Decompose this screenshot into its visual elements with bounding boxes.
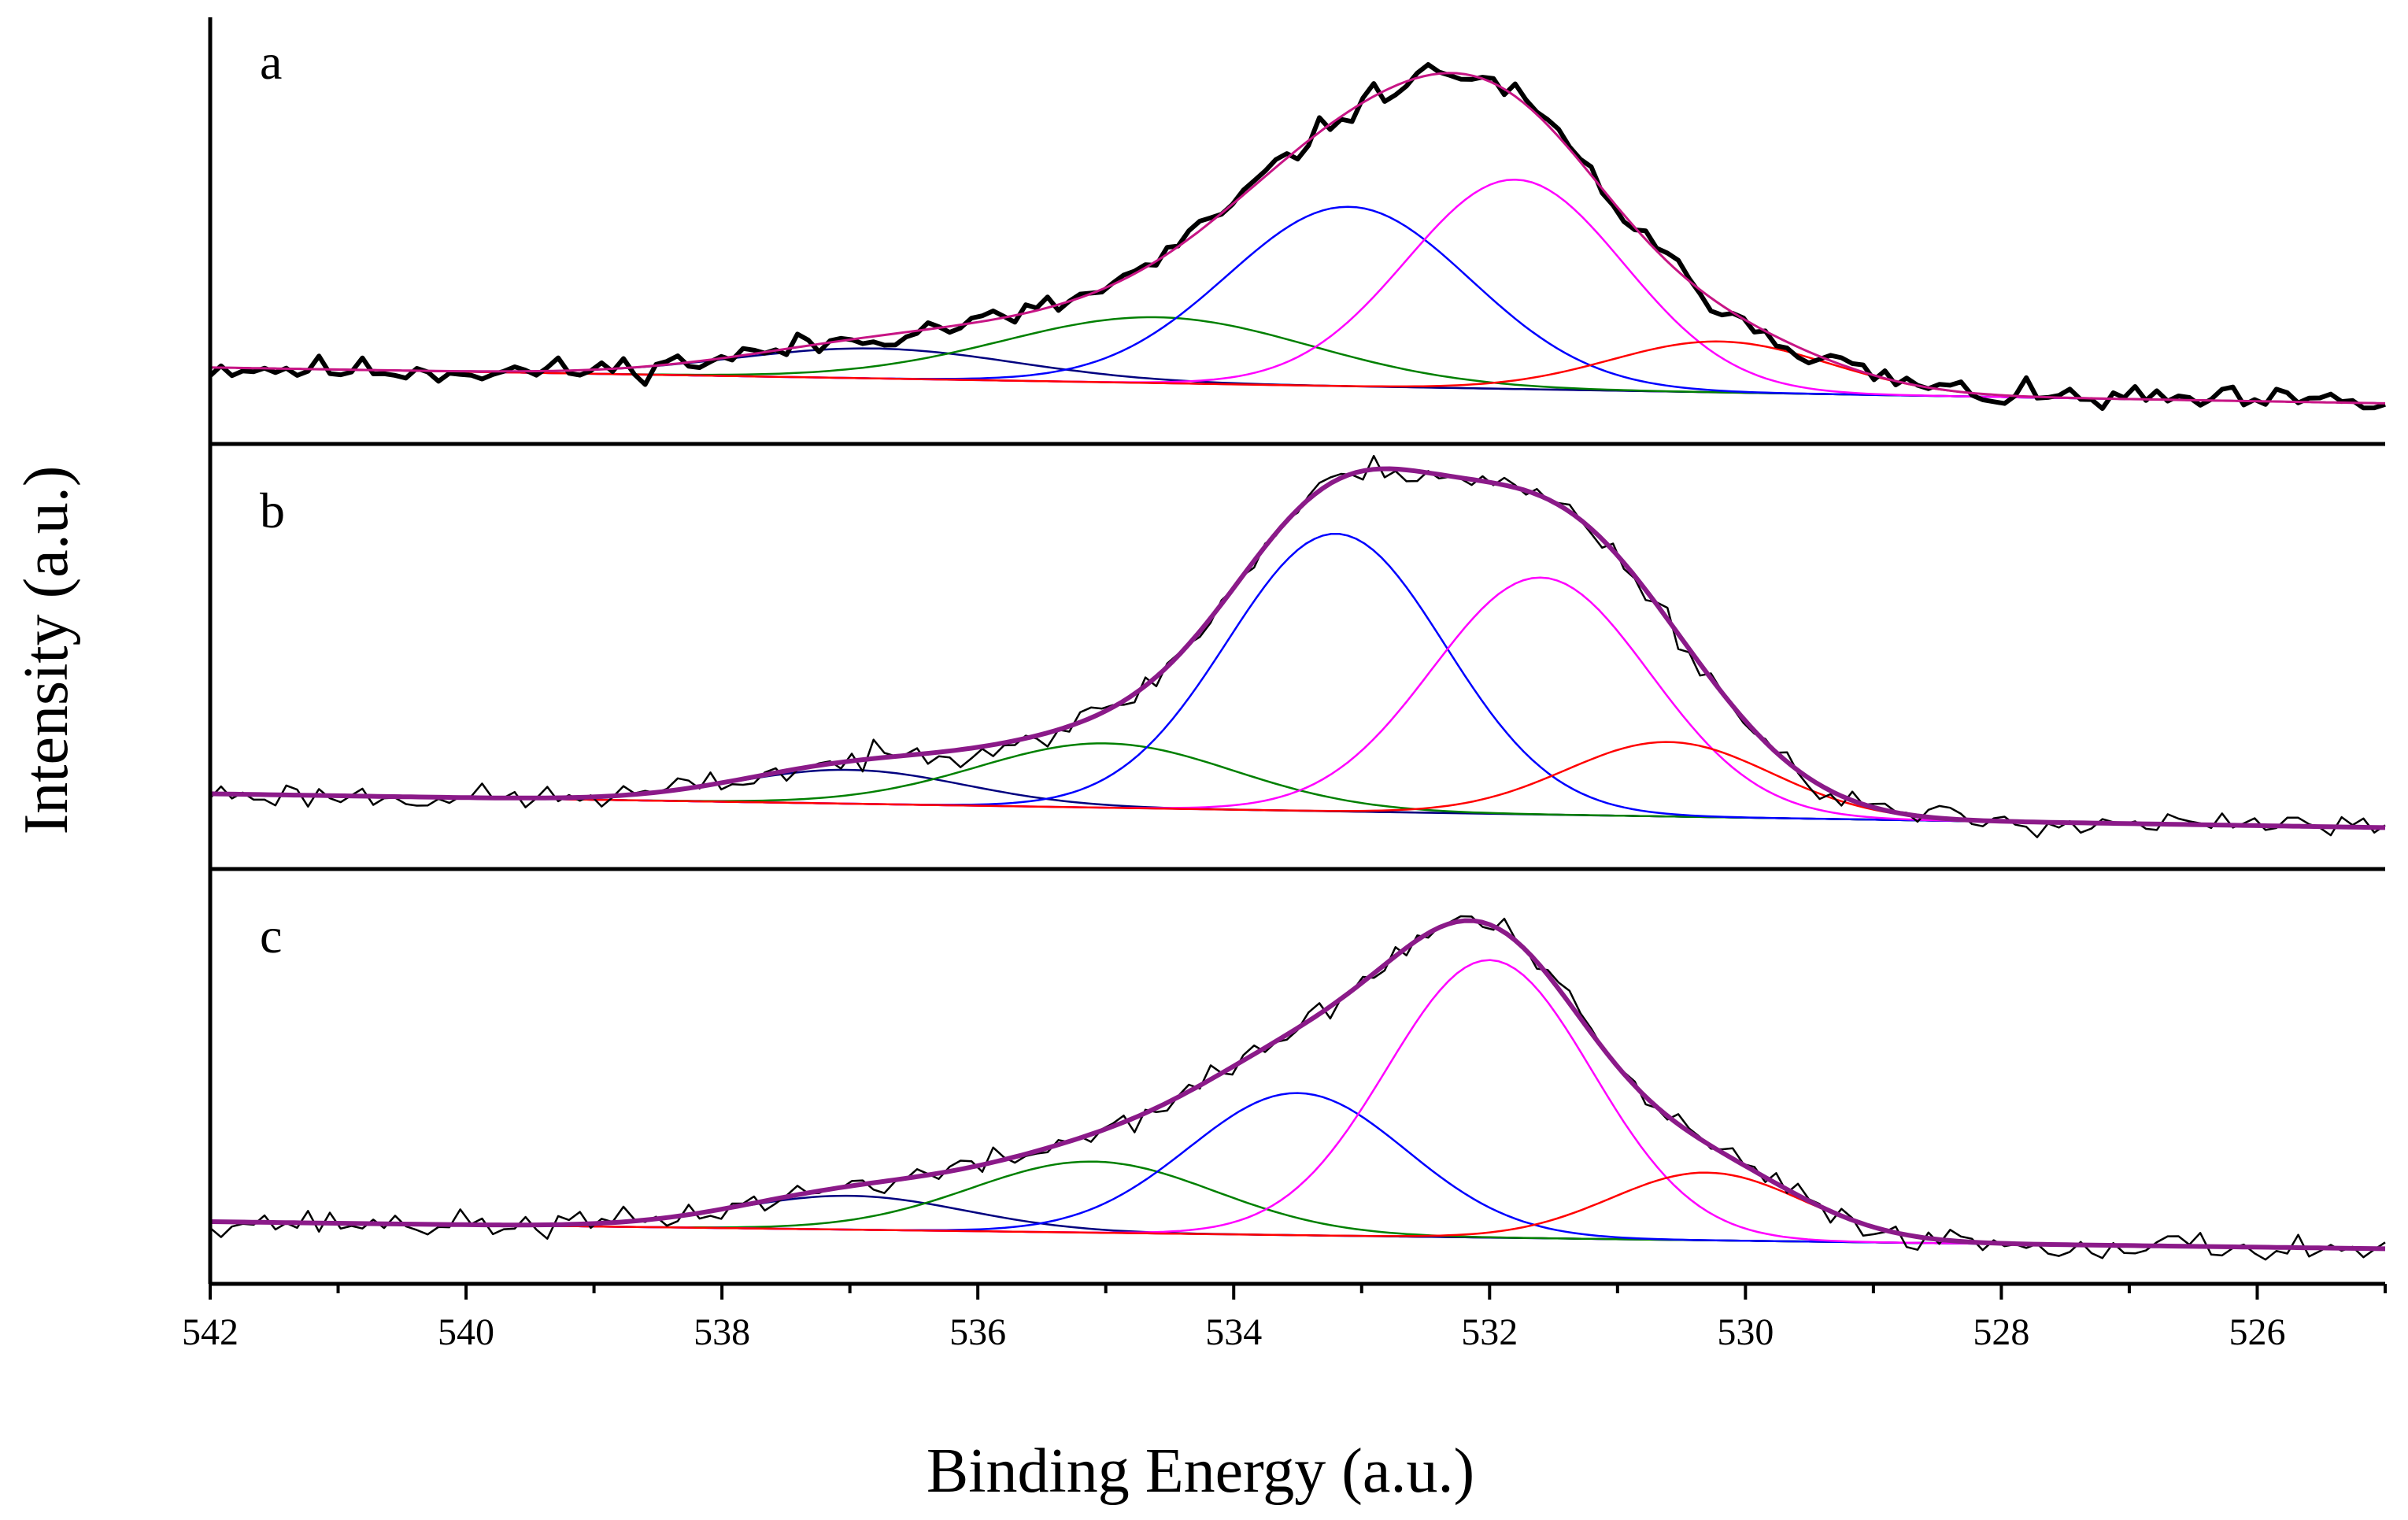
panel-a-peak-4 xyxy=(209,178,2386,405)
panel-a-raw-data xyxy=(208,62,2386,411)
x-tick-label-542: 542 xyxy=(182,1311,239,1353)
panel-a-envelope xyxy=(209,72,2386,405)
panels-layer: a b c xyxy=(208,34,2386,1261)
panel-b: b xyxy=(209,454,2386,838)
x-tick-label-534: 534 xyxy=(1205,1311,1262,1353)
x-tick-label-528: 528 xyxy=(1973,1311,2029,1353)
x-tick-label-538: 538 xyxy=(694,1311,750,1353)
axes-layer xyxy=(208,17,2385,1286)
panel-c-envelope xyxy=(209,918,2386,1252)
panel-a-label: a xyxy=(260,34,282,90)
x-axis-title: Binding Energy (a.u.) xyxy=(927,1437,1474,1506)
panel-a-peak-2 xyxy=(209,316,2386,405)
x-tick-label-536: 536 xyxy=(949,1311,1006,1353)
panel-c-peak-4 xyxy=(209,959,2386,1250)
panel-b-peak-5 xyxy=(209,741,2386,829)
panel-c-label: c xyxy=(260,908,282,963)
y-axis-title: Intensity (a.u.) xyxy=(12,466,81,835)
panel-b-envelope xyxy=(209,466,2386,830)
panel-b-label: b xyxy=(260,483,285,538)
x-tick-label-526: 526 xyxy=(2229,1311,2285,1353)
panel-c-raw-data xyxy=(209,915,2386,1261)
panel-c: c xyxy=(209,908,2386,1261)
x-ticks: 542 540 538 536 534 532 530 528 526 xyxy=(182,1284,2387,1353)
panel-b-peak-2 xyxy=(209,742,2386,829)
panel-b-raw-data xyxy=(209,454,2386,838)
panel-c-peak-5 xyxy=(209,1171,2386,1250)
x-tick-label-540: 540 xyxy=(438,1311,494,1353)
panel-c-peak-1 xyxy=(209,1194,2386,1250)
x-tick-label-532: 532 xyxy=(1461,1311,1518,1353)
x-tick-label-530: 530 xyxy=(1717,1311,1774,1353)
panel-b-peak-3 xyxy=(209,533,2386,829)
panel-a: a xyxy=(208,34,2386,411)
